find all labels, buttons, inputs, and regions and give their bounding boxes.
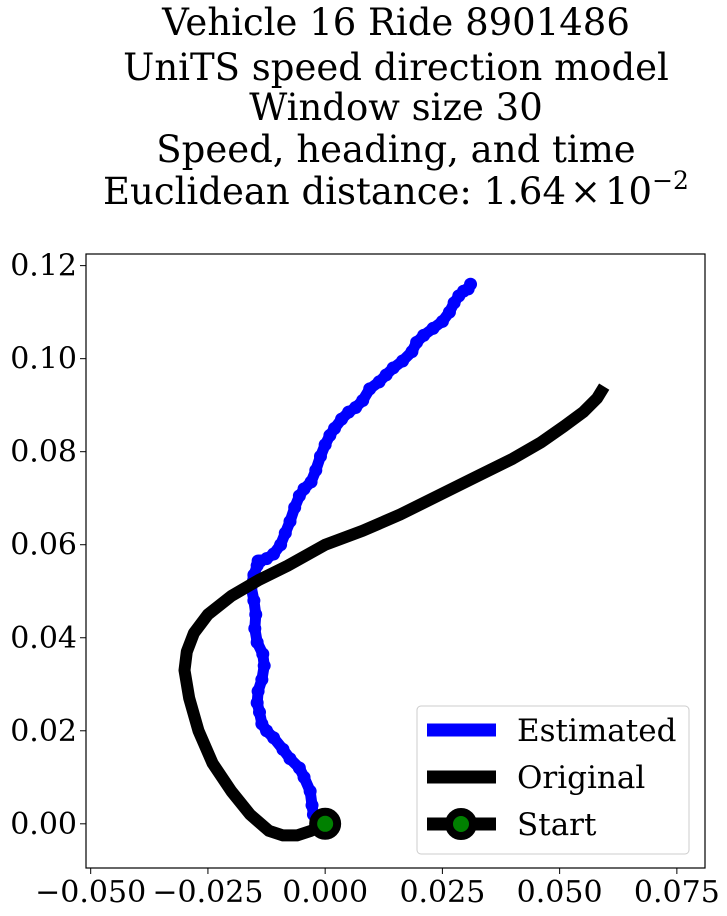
legend-label-start: Start: [517, 807, 597, 843]
y-tick-label: 0.00: [10, 807, 77, 842]
series-estimated-point: [255, 717, 269, 731]
y-tick-label: 0.04: [10, 621, 77, 656]
title-line-1: Vehicle 16 Ride 8901486: [161, 1, 630, 44]
title-metric-exponent: −2: [652, 166, 689, 195]
x-tick-label: 0.025: [399, 875, 485, 910]
legend: Estimated Original Start: [416, 705, 690, 855]
series-estimated-point: [274, 538, 288, 552]
series-estimated-point: [276, 742, 290, 756]
series-estimated-point: [249, 607, 263, 621]
y-tick-label: 0.02: [10, 714, 77, 749]
title-line-2: UniTS speed direction model: [123, 46, 669, 89]
series-estimated-point: [251, 684, 265, 698]
series-estimated-point: [304, 475, 318, 489]
title-metric-times: ×: [570, 170, 601, 213]
legend-box: [416, 705, 690, 855]
series-estimated-point: [257, 659, 271, 673]
series-estimated-point: [426, 321, 440, 335]
y-tick-label: 0.12: [10, 249, 77, 284]
series-estimated-point: [255, 673, 269, 687]
series-estimated-point: [288, 501, 302, 515]
series-estimated-point: [386, 361, 400, 375]
series-layer: [178, 277, 610, 842]
legend-label-original: Original: [517, 760, 645, 796]
series-estimated-point: [247, 594, 261, 608]
x-tick-label: 0.000: [282, 875, 368, 910]
legend-label-estimated: Estimated: [517, 713, 676, 749]
series-original-line: [178, 383, 610, 842]
series-estimated-point: [417, 328, 431, 342]
series-estimated-point: [303, 784, 317, 798]
series-estimated-point: [435, 314, 449, 328]
series-estimated-point: [313, 449, 327, 463]
series-estimated-point: [309, 463, 323, 477]
series-estimated-point: [356, 394, 370, 408]
series-estimated-point: [283, 514, 297, 528]
series-estimated-point: [283, 752, 297, 766]
title-metric-prefix: Euclidean distance: 1.64: [103, 170, 566, 213]
x-tick-label: −0.025: [152, 875, 263, 910]
series-estimated-point: [363, 382, 377, 396]
y-tick-label: 0.10: [10, 342, 77, 377]
series-estimated-point: [248, 621, 262, 635]
series-estimated-point: [278, 526, 292, 540]
title-metric-base: 10: [605, 170, 652, 213]
x-tick-label: −0.050: [35, 875, 146, 910]
series-estimated-point: [305, 798, 319, 812]
series-estimated-point: [292, 761, 306, 775]
y-tick-label: 0.06: [10, 528, 77, 563]
x-tick-label: 0.075: [634, 875, 720, 910]
series-estimated-point: [267, 547, 281, 561]
series-estimated-point: [250, 635, 264, 649]
series-estimated-point: [256, 647, 270, 661]
series-estimated-point: [464, 277, 478, 291]
x-axis: −0.050 −0.025 0.000 0.025 0.050 0.075: [35, 868, 720, 910]
title-line-4: Speed, heading, and time: [156, 128, 635, 171]
x-tick-label: 0.050: [517, 875, 603, 910]
series-estimated-point: [396, 354, 410, 368]
start-marker: [309, 807, 342, 840]
y-tick-label: 0.08: [10, 435, 77, 470]
legend-swatch-start-marker: [445, 808, 477, 840]
y-axis: 0.00 0.02 0.04 0.06 0.08 0.10 0.12: [10, 249, 86, 842]
plot-frame: [85, 253, 706, 869]
title-line-5: Euclidean distance: 1.64 × 10−2: [103, 166, 689, 213]
series-estimated-point: [328, 421, 342, 435]
series-estimated-point: [250, 696, 264, 710]
title-line-3: Window size 30: [249, 86, 543, 129]
